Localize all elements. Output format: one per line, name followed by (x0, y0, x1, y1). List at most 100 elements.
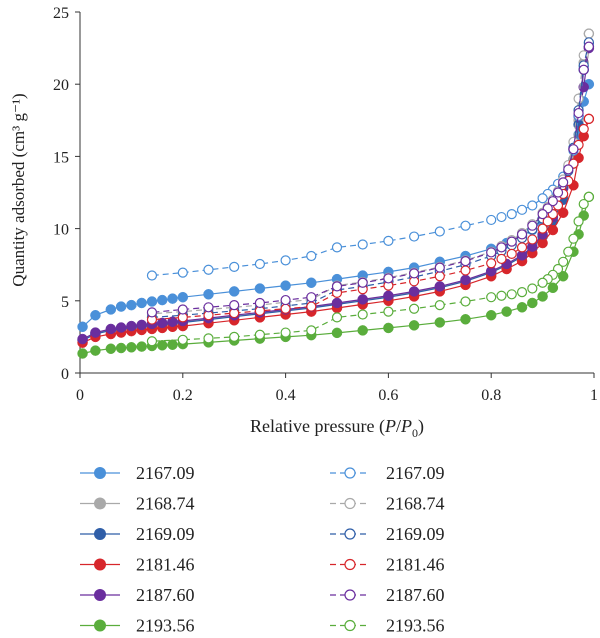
data-point (460, 274, 471, 286)
data-point-open (203, 264, 214, 275)
series-line (151, 42, 590, 318)
data-point (557, 207, 569, 218)
data-point-open (496, 253, 507, 265)
legend-marker (94, 589, 106, 601)
data-point-open (357, 239, 368, 250)
data-point (77, 321, 88, 333)
data-point-open (460, 255, 471, 267)
legend-marker (344, 589, 356, 601)
data-point (254, 283, 266, 294)
legend-marker (94, 497, 106, 510)
data-point (156, 340, 168, 351)
series-line (151, 118, 590, 321)
data-point (203, 289, 214, 300)
y-tick-label: 5 (61, 294, 69, 311)
data-point-open (506, 236, 517, 247)
y-tick-label: 25 (53, 5, 69, 22)
data-point-open (506, 248, 517, 259)
data-point-open (306, 292, 317, 303)
data-point (383, 322, 394, 334)
legend-label: 2181.46 (386, 555, 445, 575)
data-point (408, 320, 420, 331)
data-point-open (516, 242, 528, 253)
data-point-open (486, 258, 497, 269)
data-point-open (203, 302, 214, 313)
data-point-open (460, 296, 471, 307)
legend-marker (344, 558, 356, 571)
legend-label: 2167.09 (136, 463, 195, 483)
data-point-open (409, 231, 420, 242)
legend-marker (94, 619, 106, 632)
data-point-open (496, 242, 507, 253)
data-point (537, 291, 548, 302)
legend-item: 2168.74 (80, 494, 195, 514)
data-point-open (573, 216, 584, 227)
data-point-open (563, 164, 574, 175)
data-point-open (537, 193, 548, 204)
data-point-open (486, 247, 497, 258)
data-point-open (280, 255, 291, 266)
data-point-open (496, 290, 507, 301)
data-point-open (568, 233, 579, 244)
data-point (136, 341, 147, 352)
data-point (105, 343, 117, 354)
data-point-open (578, 198, 589, 210)
data-point-open (486, 214, 497, 226)
data-point-open (146, 307, 158, 318)
data-point-open (280, 327, 291, 338)
data-point-open (146, 336, 158, 347)
data-point (167, 316, 178, 327)
data-point-open (306, 301, 317, 312)
x-axis-label: Relative pressure (P/P0) (250, 416, 424, 440)
plot-area (77, 28, 595, 359)
data-point (167, 339, 178, 350)
data-point (516, 302, 528, 313)
data-point-open (434, 300, 445, 311)
data-point-open (357, 309, 368, 320)
legend-item: 2187.60 (80, 585, 195, 605)
legend-label: 2168.74 (386, 494, 445, 514)
data-point-open (146, 270, 158, 281)
series-desorption-2187-60 (146, 41, 594, 318)
legend-label: 2168.74 (136, 494, 195, 514)
data-point-open (558, 256, 569, 267)
legend-marker (94, 467, 106, 479)
data-point-open (229, 261, 240, 272)
series-desorption-2181-46 (146, 113, 594, 325)
legend-label: 2169.09 (386, 524, 445, 544)
data-point-open (254, 258, 265, 270)
data-point (434, 317, 446, 328)
legend-marker (94, 558, 106, 571)
data-point (485, 309, 497, 321)
data-point-open (434, 271, 445, 282)
data-point-open (583, 28, 594, 39)
data-point (547, 224, 559, 236)
data-point-open (552, 187, 564, 198)
legend-label: 2193.56 (136, 616, 195, 636)
data-point-open (254, 297, 265, 309)
data-point-open (537, 277, 548, 288)
data-point-open (177, 334, 188, 345)
series-line (151, 196, 590, 342)
data-point-open (331, 281, 343, 292)
legend-item: 2181.46 (330, 555, 445, 575)
data-point (306, 277, 317, 288)
data-point (136, 319, 147, 331)
data-point-open (578, 123, 589, 135)
legend-marker (94, 528, 106, 540)
data-point-open (460, 220, 471, 231)
data-point-open (583, 41, 594, 52)
data-point (167, 293, 178, 304)
legend-label: 2167.09 (386, 463, 445, 483)
legend-item: 2167.09 (80, 463, 195, 483)
legend-marker (344, 619, 356, 632)
legend-marker (344, 467, 356, 479)
data-point (126, 342, 137, 353)
data-point (557, 271, 569, 282)
series-desorption-2193-56 (146, 191, 594, 347)
data-point-open (558, 177, 569, 188)
data-point-open (547, 196, 558, 207)
data-point (126, 320, 137, 332)
data-point-open (583, 113, 594, 124)
